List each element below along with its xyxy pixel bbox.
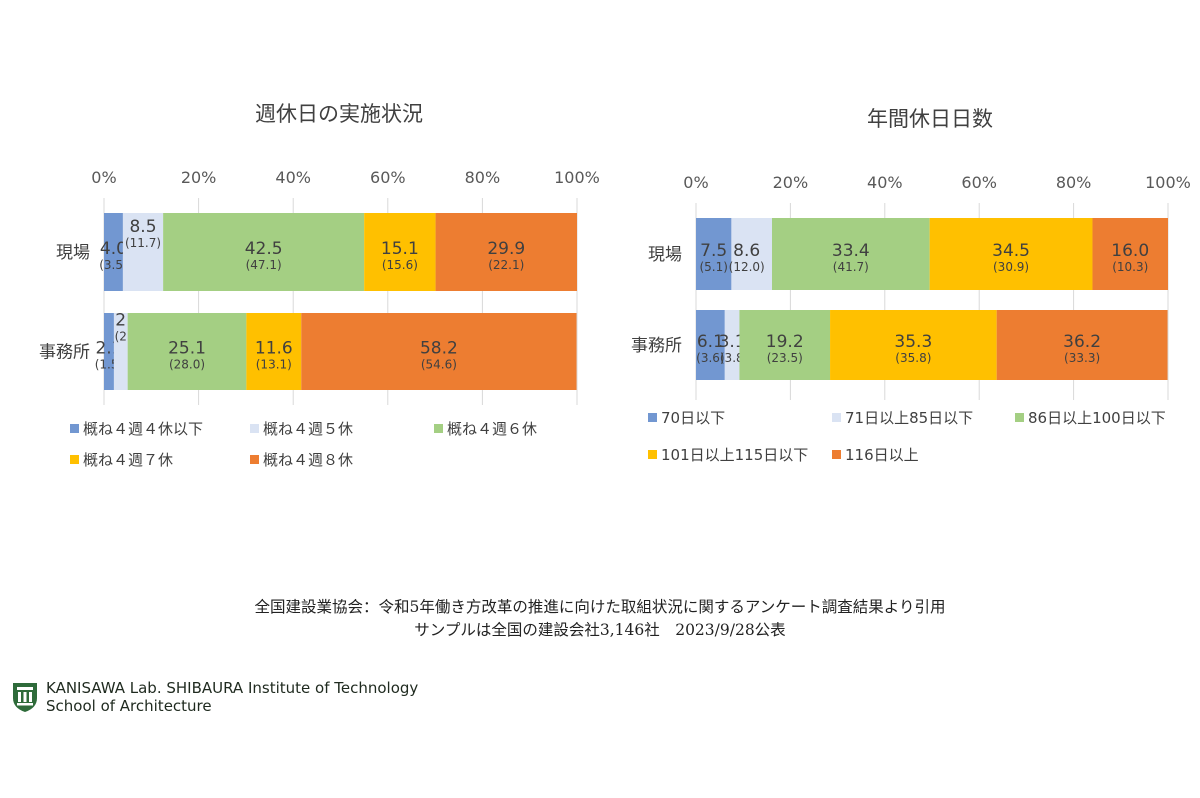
data-sublabel: (22.1) [488, 258, 524, 272]
legend-swatch [648, 413, 657, 422]
category-label: 現場 [56, 243, 90, 263]
x-tick-label: 20% [773, 173, 809, 192]
data-sublabel: (54.6) [421, 358, 457, 372]
bar-segment [113, 313, 128, 390]
data-sublabel: (11.7) [125, 236, 161, 250]
legend-label: 概ね４週４休以下 [83, 420, 203, 438]
data-sublabel: (15.6) [382, 258, 418, 272]
bar-segment [163, 213, 365, 291]
x-tick-label: 100% [1145, 173, 1191, 192]
data-label: 3.1 [719, 332, 746, 352]
bar-segment [739, 310, 831, 380]
data-label: 33.4 [832, 241, 870, 261]
x-tick-label: 80% [1056, 173, 1092, 192]
bar-segment [696, 218, 732, 290]
legend-swatch [1015, 413, 1024, 422]
data-label: 11.6 [255, 339, 293, 359]
data-sublabel: (35.8) [895, 351, 931, 365]
chart-title-annual-holidays: 年間休日日数 [867, 107, 993, 131]
data-label: 16.0 [1111, 241, 1149, 261]
legend-label: 116日以上 [845, 446, 919, 464]
data-label: 42.5 [245, 239, 283, 259]
legend-label: 概ね４週７休 [83, 451, 173, 469]
data-sublabel: (28.0) [169, 358, 205, 372]
legend-label: 86日以上100日以下 [1028, 409, 1166, 427]
data-sublabel: (5.1) [699, 260, 727, 274]
x-tick-label: 20% [181, 168, 217, 187]
data-label: 35.3 [894, 332, 932, 352]
chart-title-weekly-holidays: 週休日の実施状況 [255, 102, 423, 126]
source-sample-note: サンプルは全国の建設会社3,146社 2023/9/28公表 [414, 621, 786, 639]
category-label: 現場 [648, 245, 682, 265]
bar-segment [364, 213, 436, 291]
data-label: 15.1 [381, 239, 419, 259]
x-tick-label: 40% [867, 173, 903, 192]
legend-label: 101日以上115日以下 [661, 446, 808, 464]
data-sublabel: (30.9) [993, 260, 1029, 274]
x-tick-label: 40% [275, 168, 311, 187]
data-sublabel: (47.1) [246, 258, 282, 272]
bar-segment [246, 313, 302, 390]
legend-label: 71日以上85日以下 [845, 409, 973, 427]
legend-label: 70日以下 [661, 409, 725, 427]
bar-segment [830, 310, 997, 380]
data-label: 4.0 [100, 239, 127, 259]
legend-label: 概ね４週６休 [447, 420, 537, 438]
bar-segment [435, 213, 577, 291]
lab-name: KANISAWA Lab. SHIBAURA Institute of Tech… [46, 679, 419, 697]
data-label: 34.5 [992, 241, 1030, 261]
x-tick-label: 0% [683, 173, 708, 192]
data-sublabel: (13.1) [256, 358, 292, 372]
legend-swatch [250, 424, 259, 433]
data-label: 29.9 [487, 239, 525, 259]
bar-segment [724, 310, 740, 380]
data-label: 36.2 [1063, 332, 1101, 352]
bar-segment [1092, 218, 1168, 290]
data-sublabel: (10.3) [1112, 260, 1148, 274]
data-label: 19.2 [766, 332, 804, 352]
bar-segment [996, 310, 1168, 380]
bar-segment [104, 313, 114, 390]
legend-swatch [832, 450, 841, 459]
x-tick-label: 60% [370, 168, 406, 187]
bar-segment [127, 313, 247, 390]
data-label: 58.2 [420, 339, 458, 359]
legend-swatch [832, 413, 841, 422]
legend-swatch [434, 424, 443, 433]
legend-swatch [70, 455, 79, 464]
data-label: 6.1 [697, 332, 724, 352]
category-label: 事務所 [39, 343, 90, 363]
category-label: 事務所 [631, 336, 682, 356]
x-tick-label: 100% [554, 168, 600, 187]
data-label: 25.1 [168, 339, 206, 359]
bar-segment [929, 218, 1093, 290]
legend-swatch [70, 424, 79, 433]
data-sublabel: (41.7) [833, 260, 869, 274]
bar-segment [104, 213, 123, 291]
legend-swatch [250, 455, 259, 464]
x-tick-label: 60% [961, 173, 997, 192]
legend-label: 概ね４週８休 [263, 451, 353, 469]
data-sublabel: (23.5) [767, 351, 803, 365]
source-citation: 全国建設業協会：令和5年働き方改革の推進に向けた取組状況に関するアンケート調査結… [254, 598, 946, 616]
x-tick-label: 0% [91, 168, 116, 187]
data-sublabel: (3.5) [99, 258, 127, 272]
data-sublabel: (12.0) [729, 260, 765, 274]
data-label: 8.5 [129, 217, 156, 237]
lab-school: School of Architecture [46, 697, 212, 715]
data-sublabel: (33.3) [1064, 351, 1100, 365]
data-label: 8.6 [733, 241, 760, 261]
x-tick-label: 80% [465, 168, 501, 187]
data-label: 7.5 [700, 241, 727, 261]
bar-segment [301, 313, 577, 390]
legend-swatch [648, 450, 657, 459]
university-crest-icon [13, 683, 37, 712]
bar-segment [696, 310, 725, 380]
data-sublabel: (3.6) [696, 351, 724, 365]
bar-segment [771, 218, 930, 290]
bar-segment [122, 213, 164, 291]
legend-label: 概ね４週５休 [263, 420, 353, 438]
bar-segment [731, 218, 772, 290]
